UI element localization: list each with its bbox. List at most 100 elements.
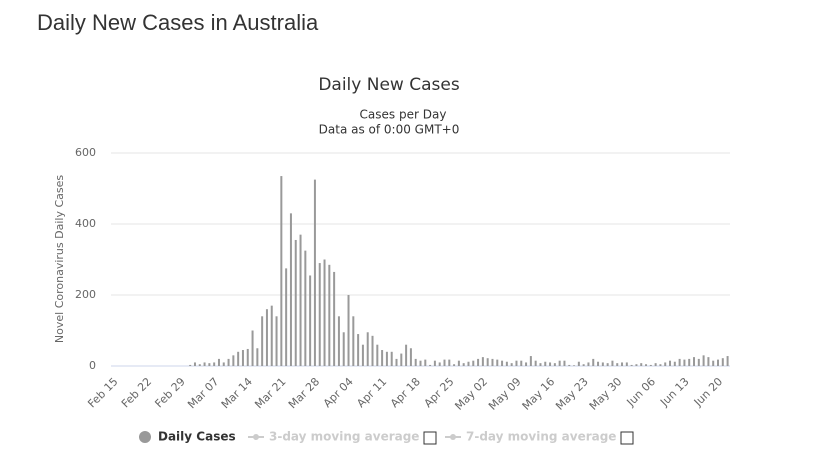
bar <box>625 362 628 366</box>
legend-marker[interactable] <box>450 434 456 440</box>
legend-label[interactable]: Daily Cases <box>158 430 236 444</box>
bar <box>664 362 667 366</box>
bar <box>213 362 216 366</box>
bar <box>553 363 556 366</box>
bar <box>544 361 547 366</box>
bar <box>693 357 696 366</box>
legend-marker[interactable] <box>139 431 151 443</box>
bar <box>395 358 398 366</box>
bar <box>601 362 604 366</box>
bar <box>193 362 196 366</box>
bar <box>683 359 686 366</box>
x-tick-label: May 09 <box>486 375 524 413</box>
bar <box>496 359 499 366</box>
bar <box>673 361 676 366</box>
chart-subtitle: Data as of 0:00 GMT+0 <box>319 123 460 137</box>
bar <box>573 365 576 366</box>
bar <box>313 179 316 366</box>
bar <box>232 355 235 366</box>
bar <box>654 363 657 366</box>
legend-checkbox[interactable] <box>620 431 634 445</box>
bar <box>645 364 648 366</box>
bar <box>381 350 384 366</box>
bar <box>491 358 494 366</box>
bar <box>630 364 633 366</box>
bar <box>390 351 393 366</box>
bar <box>669 360 672 366</box>
x-tick-label: Jun 06 <box>624 375 658 409</box>
bar <box>592 358 595 366</box>
bar <box>525 362 528 366</box>
bar <box>318 263 321 366</box>
bar <box>270 305 273 366</box>
bar <box>328 264 331 366</box>
bar <box>333 271 336 366</box>
y-tick-label: 400 <box>75 217 96 230</box>
chart-subtitle: Cases per Day <box>360 108 447 122</box>
x-tick-label: May 23 <box>553 375 591 413</box>
bar <box>582 364 585 366</box>
bar <box>237 351 240 366</box>
y-tick-label: 600 <box>75 146 96 159</box>
bar <box>726 356 729 366</box>
bar <box>189 364 192 366</box>
chart-title: Daily New Cases <box>318 75 460 95</box>
bar <box>246 348 249 366</box>
bar <box>549 362 552 366</box>
bar <box>217 358 220 366</box>
bar <box>717 359 720 366</box>
legend-marker[interactable] <box>253 434 259 440</box>
x-tick-label: Apr 04 <box>321 375 356 410</box>
bar <box>477 358 480 366</box>
bar <box>640 363 643 366</box>
bar <box>486 358 489 366</box>
bar <box>606 363 609 366</box>
bar <box>472 360 475 366</box>
bar <box>443 359 446 366</box>
bar <box>222 362 225 366</box>
bar <box>587 362 590 366</box>
bar <box>357 334 360 366</box>
bar <box>261 316 264 366</box>
x-tick-label: Apr 25 <box>422 375 457 410</box>
bar <box>251 330 254 366</box>
bar <box>635 364 638 366</box>
bar <box>688 358 691 366</box>
bar <box>342 332 345 366</box>
legend-label[interactable]: 7-day moving average <box>466 430 616 444</box>
x-tick-label: Apr 11 <box>354 375 389 410</box>
legend-checkbox[interactable] <box>423 431 437 445</box>
bar <box>621 362 624 366</box>
page-title: Daily New Cases in Australia <box>37 10 319 35</box>
bar <box>198 364 201 366</box>
bar <box>649 364 652 366</box>
bar <box>457 360 460 366</box>
x-tick-label: Feb 22 <box>119 375 154 410</box>
bar <box>285 268 288 366</box>
x-tick-label: Feb 29 <box>152 375 187 410</box>
bar <box>529 356 532 366</box>
x-tick-label: May 02 <box>452 375 490 413</box>
legend-label[interactable]: 3-day moving average <box>269 430 419 444</box>
x-tick-label: Jun 13 <box>657 375 691 409</box>
bar <box>241 350 244 366</box>
bar <box>568 364 571 366</box>
bar <box>429 364 432 366</box>
x-tick-label: Jun 20 <box>691 375 725 409</box>
bar <box>256 348 259 366</box>
bar <box>208 363 211 366</box>
bar <box>616 363 619 366</box>
bar <box>515 360 518 366</box>
bar <box>371 335 374 366</box>
bar <box>505 361 508 366</box>
x-tick-label: Mar 14 <box>219 375 255 411</box>
bar <box>323 259 326 366</box>
x-tick-label: Apr 18 <box>388 375 423 410</box>
bar <box>702 355 705 366</box>
bar <box>678 358 681 366</box>
bar <box>400 353 403 366</box>
bar <box>405 344 408 366</box>
bar <box>361 344 364 366</box>
bar <box>448 359 451 366</box>
